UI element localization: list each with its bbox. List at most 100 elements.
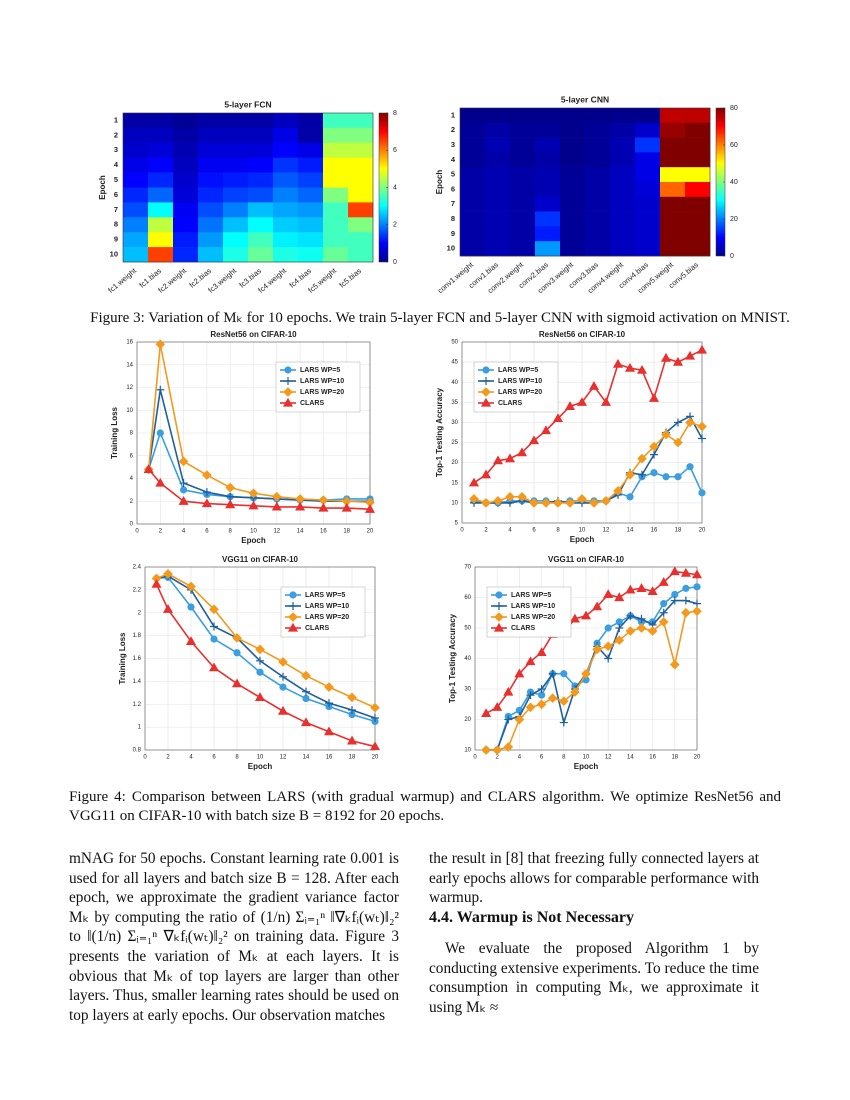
colorbar-label: 4 [393,184,397,191]
legend-label: LARS WP=10 [498,378,542,385]
y-tick-label: 1.4 [133,679,142,685]
x-tick-label: 0 [143,755,147,761]
heatmap-cell [223,232,249,248]
heatmap-cell [298,172,324,188]
x-tick-label: 4 [518,755,522,761]
data-point [346,735,358,745]
heatmap-cell [635,226,661,242]
heatmap-cell [223,172,249,188]
heatmap-cell [535,167,561,183]
chart-title: VGG11 on CIFAR-10 [548,555,625,564]
x-tick-label: fc5.weight [306,266,338,295]
legend-label: LARS WP=10 [511,603,555,610]
chart-title: ResNet56 on CIFAR-10 [539,330,626,339]
data-point [636,623,647,633]
heatmap-cell [148,217,174,233]
data-point [504,715,513,724]
y-tick-label: 2 [451,125,455,134]
legend-marker [287,622,299,632]
data-point [548,669,557,678]
heatmap-cell [273,187,299,203]
heatmap-cell [173,232,199,248]
data-point [589,498,599,508]
heatmap-cell [323,157,349,173]
heatmap-cell [223,202,249,218]
heatmap-cell [148,113,174,129]
heatmap-cell [485,108,511,124]
heatmap-cell [685,122,711,138]
heatmap-cell [298,217,324,233]
legend-label: LARS WP=20 [511,614,555,621]
data-point [347,692,357,703]
heatmap-cell [198,142,224,158]
x-tick-label: fc1.weight [106,266,138,295]
data-point [156,429,164,437]
data-point [301,670,311,681]
data-point [226,492,235,501]
legend-label: LARS WP=10 [300,378,344,385]
data-point [256,668,264,676]
heatmap-cell [510,211,536,227]
data-point [295,501,306,511]
data-point [279,683,287,691]
legend-marker [289,591,297,599]
data-point [480,469,492,479]
heatmap-cell [560,211,586,227]
x-tick-label: 6 [532,528,536,534]
heatmap-cell [510,226,536,242]
y-tick-label: 3 [114,145,118,154]
data-point [202,470,212,480]
heatmap-cell [460,108,486,124]
data-point [526,691,535,700]
data-point [469,494,479,504]
data-point [492,455,504,465]
section-heading: 4.4. Warmup is Not Necessary [429,909,635,926]
heatmap-cell [123,172,149,188]
legend-label: LARS WP=5 [305,592,345,599]
heatmap-cell [610,167,636,183]
data-point [637,614,646,623]
data-point [541,498,551,508]
data-point [179,479,188,488]
data-point [348,711,356,719]
y-tick-label: 1.8 [133,633,142,639]
colorbar-label: 8 [393,110,397,117]
heatmap-cell [348,172,374,188]
heatmap-cell [173,157,199,173]
data-point [210,635,218,643]
heatmap-cell [348,127,374,144]
y-tick-label: 7 [451,199,455,208]
data-point [503,686,514,696]
legend-label: LARS WP=20 [300,389,344,396]
heatmap-cell [198,157,224,173]
data-point [468,477,480,487]
heatmap-cell [585,196,611,212]
y-axis-label: Epoch [98,175,107,200]
data-point [279,672,287,681]
y-tick-label: 8 [114,220,118,229]
data-point [348,705,356,714]
heatmap-cell [460,241,486,257]
heatmap-cell [298,113,324,129]
heatmap-cell [148,142,174,158]
plot-frame [461,341,703,524]
heatmap-cell [173,142,199,158]
legend-label: LARS WP=5 [511,592,551,599]
data-point [185,636,197,645]
heatmap-cell [460,196,486,212]
data-point [661,429,671,440]
y-tick-label: 15 [451,480,458,486]
legend-marker [282,397,294,407]
data-point [673,437,683,448]
x-axis-label: Epoch [248,762,273,771]
x-tick-label: 8 [562,755,566,761]
paragraph: the result in [8] that freezing fully co… [429,850,759,907]
chart-title: ResNet56 on CIFAR-10 [210,330,297,339]
heatmap-cell [510,108,536,124]
legend-label: LARS WP=20 [498,389,542,396]
x-tick-label: 16 [651,528,658,534]
data-point [624,362,636,372]
heatmap-cell [510,137,536,153]
heatmap-cell [635,108,661,124]
x-tick-label: 8 [556,528,560,534]
